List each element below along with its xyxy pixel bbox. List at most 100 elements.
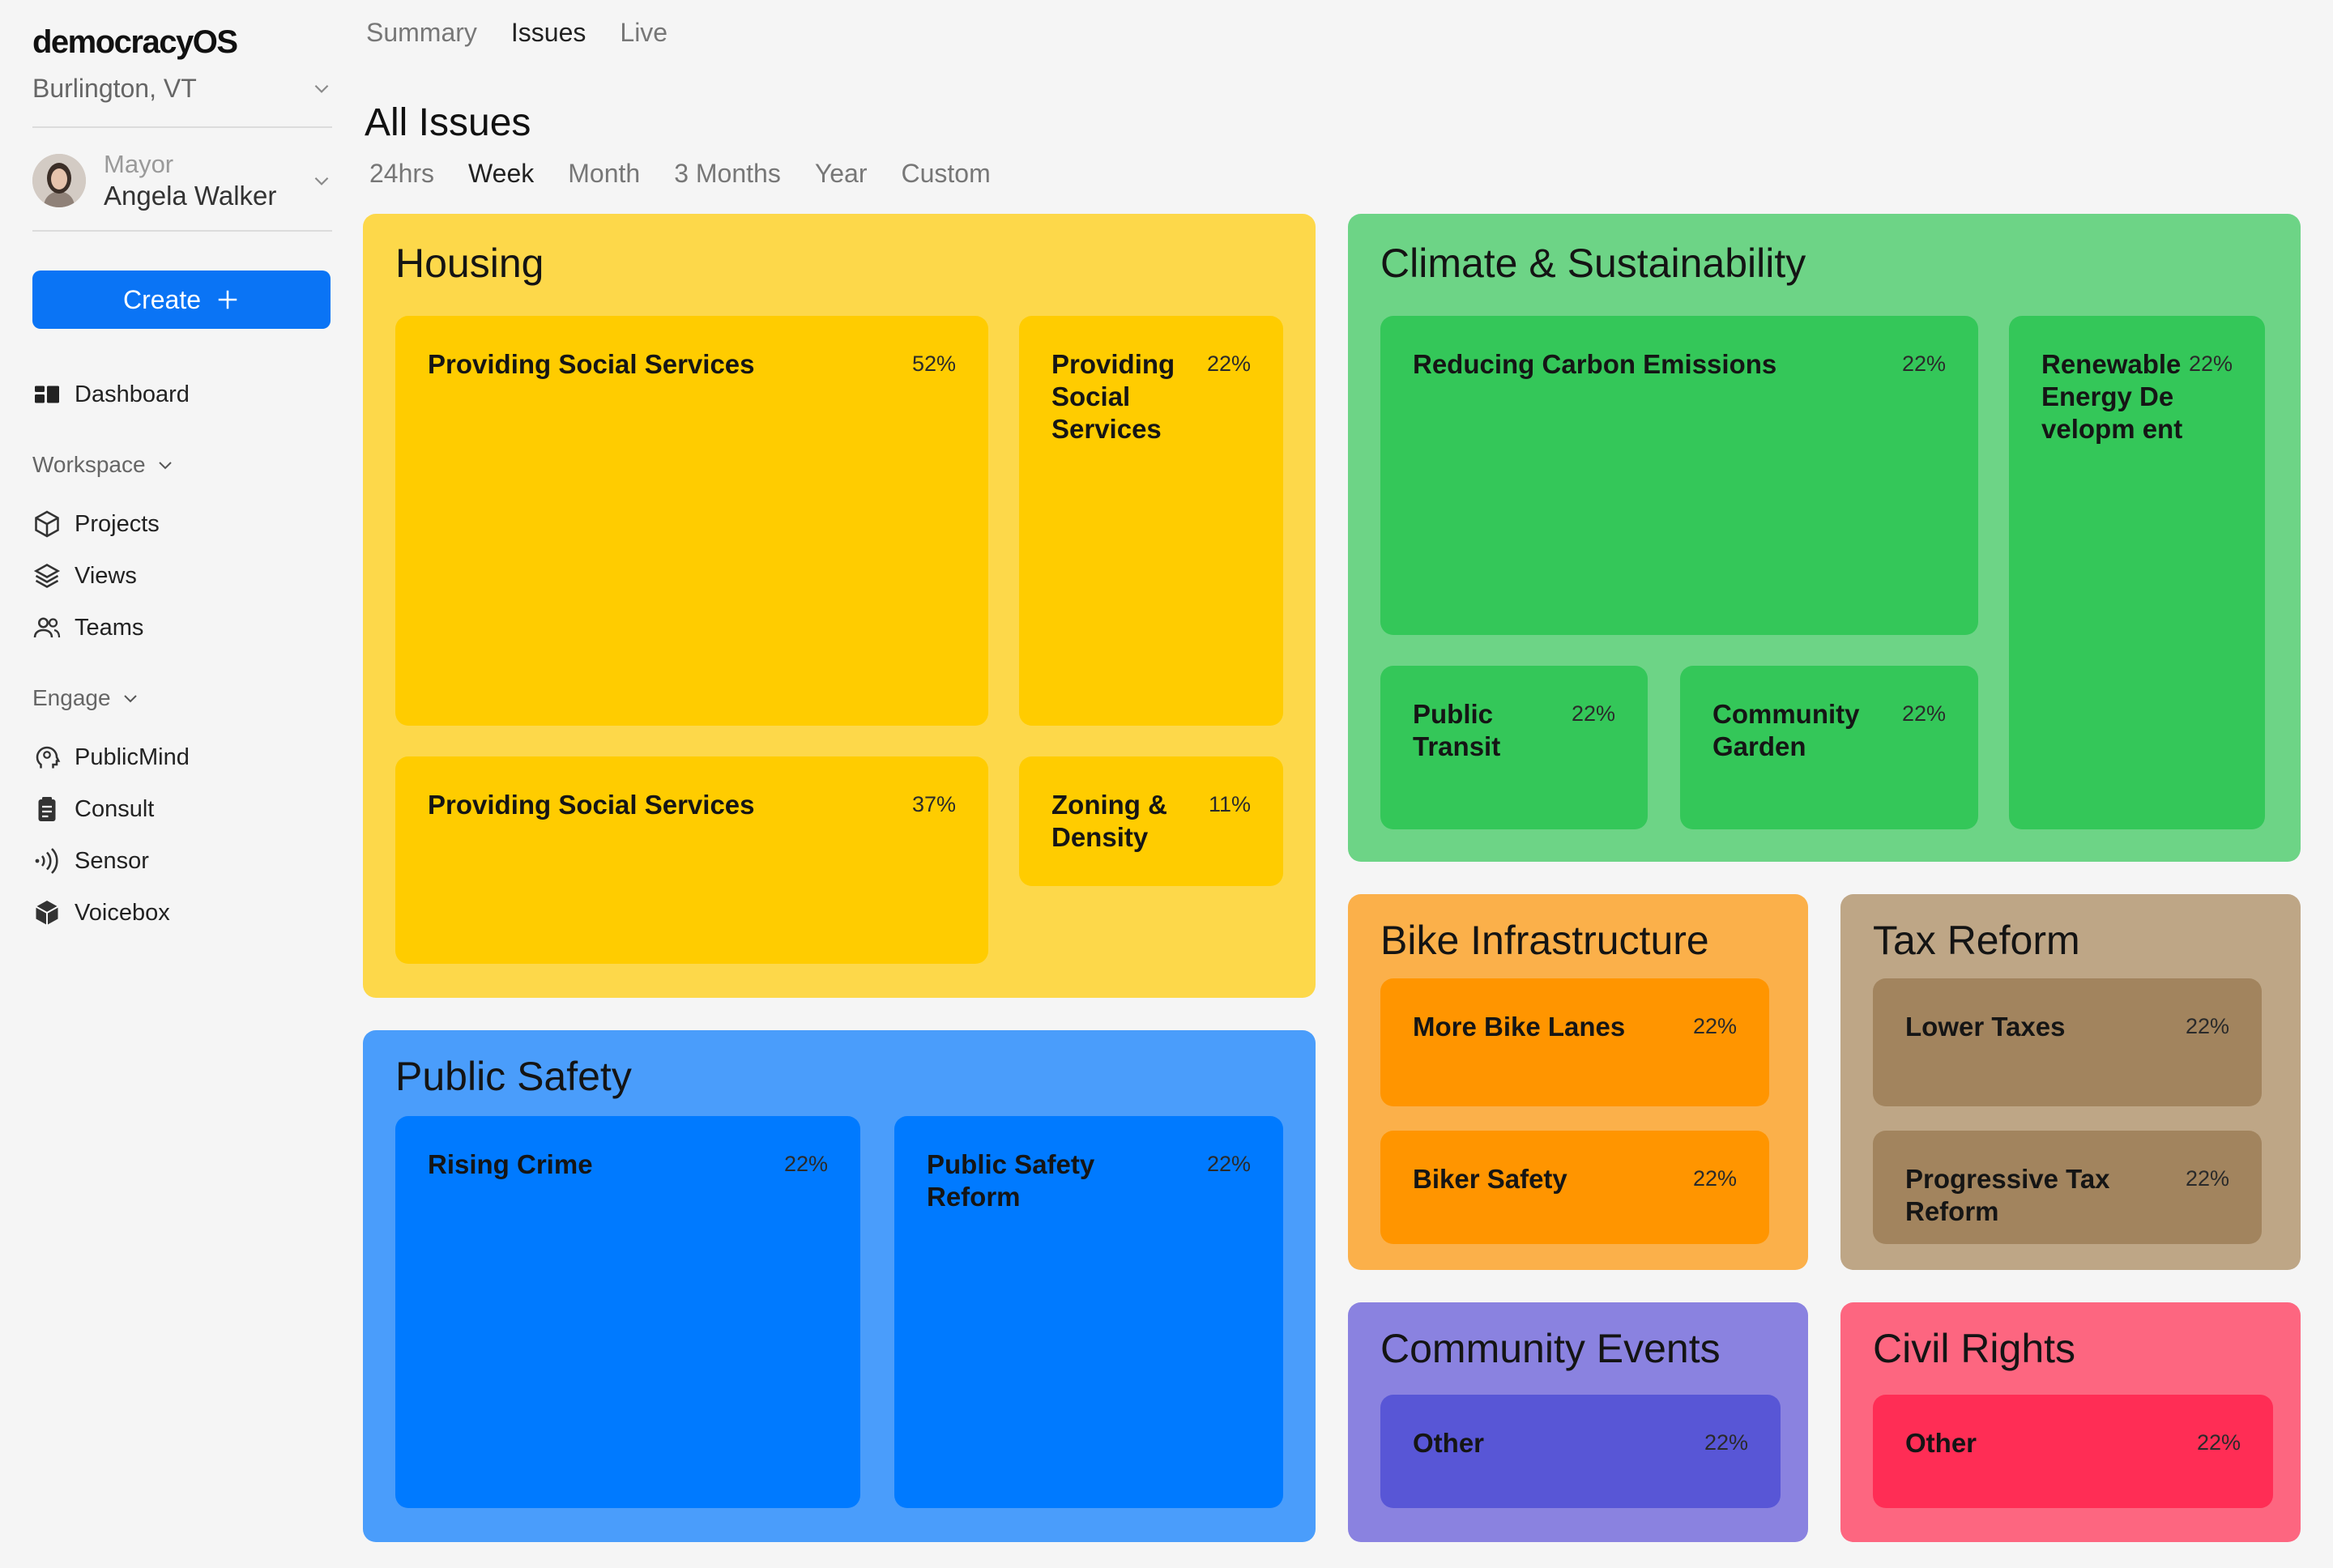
issue-tile[interactable]: Biker Safety 22% xyxy=(1380,1131,1769,1244)
issue-label: Providing Social Services xyxy=(428,349,755,379)
signal-icon xyxy=(35,848,58,874)
issue-label: Other xyxy=(1413,1428,1485,1458)
sidebar-item-label: Sensor xyxy=(75,847,149,874)
category-title: Climate & Sustainability xyxy=(1380,241,1806,286)
chevron-down-icon xyxy=(158,462,172,470)
issue-percentage: 22% xyxy=(2196,1430,2241,1455)
section-label: Workspace xyxy=(32,452,146,477)
issue-percentage: 22% xyxy=(2185,1014,2229,1038)
issue-label: Providing Social Services xyxy=(428,790,755,820)
issue-percentage: 22% xyxy=(783,1152,828,1176)
tab-summary[interactable]: Summary xyxy=(366,18,477,47)
tab-3-months[interactable]: 3 Months xyxy=(674,159,781,188)
tab-live[interactable]: Live xyxy=(620,18,668,47)
issue-percentage: 22% xyxy=(1571,701,1615,726)
category-bike-infrastructure[interactable]: Bike Infrastructure More Bike Lanes 22% … xyxy=(1348,894,1808,1270)
sidebar-item-publicmind[interactable]: PublicMind xyxy=(32,737,190,778)
issue-percentage: 37% xyxy=(911,792,956,816)
issue-tile[interactable]: Renewable Energy Developm ent 22% xyxy=(2009,316,2265,829)
sidebar-item-label: Views xyxy=(75,562,137,589)
category-title: Bike Infrastructure xyxy=(1380,918,1709,963)
issue-tile[interactable]: Providing Social Services 22% xyxy=(1019,316,1283,726)
users-icon xyxy=(33,617,61,638)
issue-label: Public Safety Reform xyxy=(927,1149,1095,1212)
issue-tile[interactable]: Community Garden 22% xyxy=(1680,666,1978,829)
category-title: Civil Rights xyxy=(1873,1326,2076,1371)
box-icon xyxy=(36,901,58,925)
issue-tile[interactable]: Progressive Tax Reform 22% xyxy=(1873,1131,2262,1244)
category-climate-sustainability[interactable]: Climate & Sustainability Reducing Carbon… xyxy=(1348,214,2301,862)
issue-label: Progressive Tax Reform xyxy=(1905,1164,2110,1226)
category-community-events[interactable]: Community Events Other 22% xyxy=(1348,1302,1808,1542)
sidebar-item-sensor[interactable]: Sensor xyxy=(32,841,149,881)
issue-tile[interactable]: Public Safety Reform 22% xyxy=(894,1116,1283,1508)
sidebar-item-label: Teams xyxy=(75,614,144,641)
category-civil-rights[interactable]: Civil Rights Other 22% xyxy=(1840,1302,2301,1542)
create-button[interactable]: Create xyxy=(32,271,331,329)
issue-tile[interactable]: Providing Social Services 52% xyxy=(395,316,988,726)
top-tabs: Summary Issues Live xyxy=(366,18,667,48)
issue-tile[interactable]: Reducing Carbon Emissions 22% xyxy=(1380,316,1978,635)
issue-label: Other xyxy=(1905,1428,1977,1458)
sidebar-item-teams[interactable]: Teams xyxy=(32,607,143,648)
issue-tile[interactable]: Lower Taxes 22% xyxy=(1873,978,2262,1106)
sidebar-item-label: Dashboard xyxy=(75,381,190,407)
sidebar-item-projects[interactable]: Projects xyxy=(32,504,160,544)
issue-percentage: 22% xyxy=(1206,352,1251,376)
issue-tile[interactable]: Other 22% xyxy=(1380,1395,1781,1508)
sidebar-item-voicebox[interactable]: Voicebox xyxy=(32,893,170,933)
issue-percentage: 22% xyxy=(1692,1166,1737,1191)
issue-label: Zoning & Density xyxy=(1051,790,1167,852)
issue-percentage: 52% xyxy=(911,352,956,376)
layers-icon xyxy=(33,564,61,588)
category-title: Housing xyxy=(395,241,544,286)
sidebar-item-label: Consult xyxy=(75,795,155,822)
issue-tile[interactable]: More Bike Lanes 22% xyxy=(1380,978,1769,1106)
sidebar-divider xyxy=(32,126,332,128)
brain-icon xyxy=(36,746,61,769)
tab-month[interactable]: Month xyxy=(568,159,641,188)
sidebar-item-dashboard[interactable]: Dashboard xyxy=(32,374,190,415)
category-public-safety[interactable]: Public Safety Rising Crime 22% Public Sa… xyxy=(363,1030,1316,1542)
issue-percentage: 22% xyxy=(1901,701,1946,726)
issue-tile[interactable]: Zoning & Density 11% xyxy=(1019,756,1283,886)
sidebar-item-label: Voicebox xyxy=(75,899,170,926)
tab-custom[interactable]: Custom xyxy=(901,159,991,188)
tab-week[interactable]: Week xyxy=(468,159,535,188)
engage-section-toggle[interactable]: Engage xyxy=(32,680,140,716)
category-tax-reform[interactable]: Tax Reform Lower Taxes 22% Progressive T… xyxy=(1840,894,2301,1270)
issue-label: Biker Safety xyxy=(1413,1164,1567,1194)
org-name: Burlington, VT xyxy=(32,73,197,103)
issue-label: Renewable Energy Developm ent xyxy=(2041,349,2183,444)
user-name: Angela Walker xyxy=(104,181,277,211)
tab-year[interactable]: Year xyxy=(814,159,868,188)
tab-24hrs[interactable]: 24hrs xyxy=(369,159,435,188)
chevron-down-icon xyxy=(123,695,137,703)
issue-tile[interactable]: Rising Crime 22% xyxy=(395,1116,860,1508)
issue-percentage: 22% xyxy=(2185,1166,2229,1191)
issue-label: Providing Social Services xyxy=(1051,349,1175,444)
tab-issues[interactable]: Issues xyxy=(510,18,586,47)
issue-tile[interactable]: Public Transit 22% xyxy=(1380,666,1648,829)
issue-percentage: 22% xyxy=(1692,1014,1737,1038)
avatar xyxy=(32,154,86,207)
org-selector[interactable]: Burlington, VT xyxy=(32,68,332,109)
issue-percentage: 22% xyxy=(1901,352,1946,376)
issue-tile[interactable]: Providing Social Services 37% xyxy=(395,756,988,964)
app-logo[interactable]: democracyOS xyxy=(32,23,238,62)
issue-percentage: 22% xyxy=(1704,1430,1748,1455)
sidebar-item-views[interactable]: Views xyxy=(32,556,137,596)
chevron-down-icon xyxy=(314,177,329,185)
issue-label: Lower Taxes xyxy=(1905,1012,2066,1042)
user-selector[interactable]: Mayor Angela Walker xyxy=(32,147,332,214)
sidebar-item-consult[interactable]: Consult xyxy=(32,789,154,829)
category-title: Tax Reform xyxy=(1873,918,2080,963)
sidebar-item-label: PublicMind xyxy=(75,744,190,770)
logo-text: democracyOS xyxy=(32,23,238,60)
category-housing[interactable]: Housing Providing Social Services 52% Pr… xyxy=(363,214,1316,998)
create-label: Create xyxy=(122,284,202,314)
page-title: All Issues xyxy=(365,101,531,144)
workspace-section-toggle[interactable]: Workspace xyxy=(32,447,175,483)
issue-tile[interactable]: Other 22% xyxy=(1873,1395,2273,1508)
category-title: Community Events xyxy=(1380,1326,1721,1371)
